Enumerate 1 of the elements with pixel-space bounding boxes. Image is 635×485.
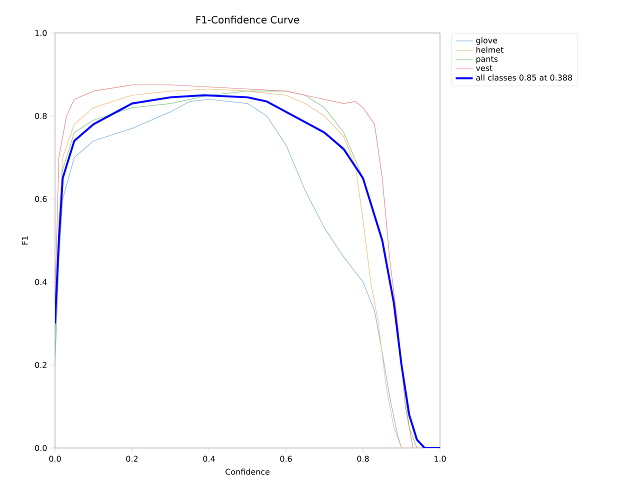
chart-title: F1-Confidence Curve (196, 16, 300, 24)
